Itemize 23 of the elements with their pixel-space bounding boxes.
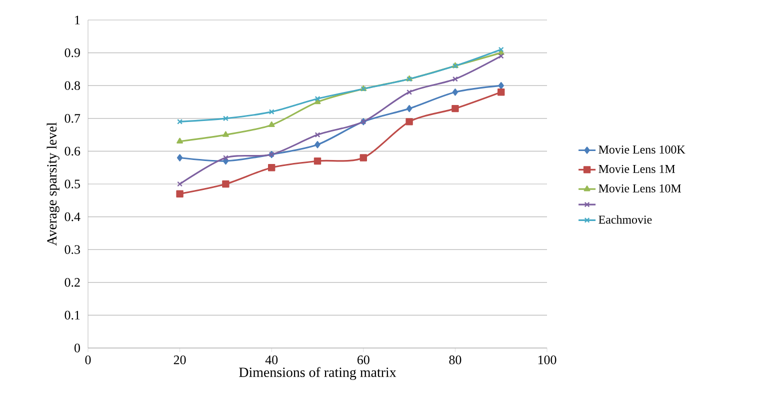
legend-label: Movie Lens 1M bbox=[598, 164, 676, 173]
x-axis-title: Dimensions of rating matrix bbox=[239, 367, 396, 380]
legend-label: Movie Lens 10M bbox=[598, 184, 681, 192]
legend-label: Eachmovie bbox=[598, 215, 652, 224]
y-tick-label: 0.5 bbox=[64, 180, 80, 188]
y-tick-label: 0.8 bbox=[64, 81, 80, 90]
x-tick-label: 80 bbox=[449, 356, 462, 364]
x-tick-label: 40 bbox=[265, 356, 278, 364]
y-tick-label: 0.7 bbox=[64, 114, 80, 123]
x-tick-label: 0 bbox=[85, 356, 91, 364]
x-tick-label: 100 bbox=[538, 356, 556, 364]
y-tick-label: 0.2 bbox=[64, 278, 80, 287]
y-tick-label: 1 bbox=[75, 16, 80, 24]
x-tick-label: 60 bbox=[357, 356, 370, 364]
y-tick-label: 0.6 bbox=[64, 146, 80, 156]
y-tick-label: 0.4 bbox=[64, 212, 80, 222]
y-tick-label: 0.3 bbox=[64, 245, 80, 254]
y-tick-label: 0 bbox=[74, 344, 80, 352]
x-tick-label: 20 bbox=[174, 356, 186, 364]
y-tick-label: 0.9 bbox=[64, 48, 80, 58]
legend-label: Movie Lens 100K bbox=[598, 146, 686, 154]
y-tick-label: 0.1 bbox=[64, 310, 80, 320]
y-axis-title: Average sparsity level bbox=[46, 122, 60, 246]
